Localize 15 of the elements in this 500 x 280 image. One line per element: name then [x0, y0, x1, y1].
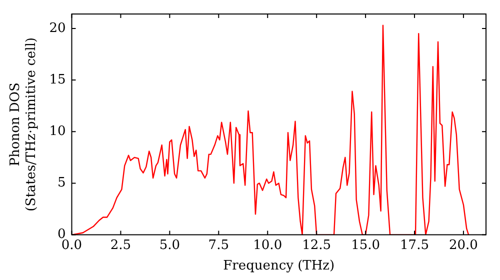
x-tick-label: 15.0	[351, 238, 380, 253]
x-tick-label: 7.5	[208, 238, 229, 253]
x-tick-label: 10.0	[253, 238, 282, 253]
x-tick-label: 17.5	[400, 238, 429, 253]
x-tick-label: 2.5	[110, 238, 132, 253]
y-tick-label: 15	[49, 72, 66, 88]
y-tick-label: 20	[49, 20, 66, 36]
x-tick-label: 12.5	[302, 238, 332, 253]
y-axis-title: Phonon DOS (States/THz·primitive cell)	[8, 37, 39, 212]
y-tick-label: 5	[57, 176, 66, 191]
x-axis-title: Frequency (THz)	[223, 258, 335, 274]
y-tick-label: 10	[49, 124, 66, 139]
x-tick-label: 5.0	[159, 238, 180, 253]
x-tick-label: 20.0	[449, 238, 478, 253]
x-tick-label: 0.0	[61, 238, 82, 253]
